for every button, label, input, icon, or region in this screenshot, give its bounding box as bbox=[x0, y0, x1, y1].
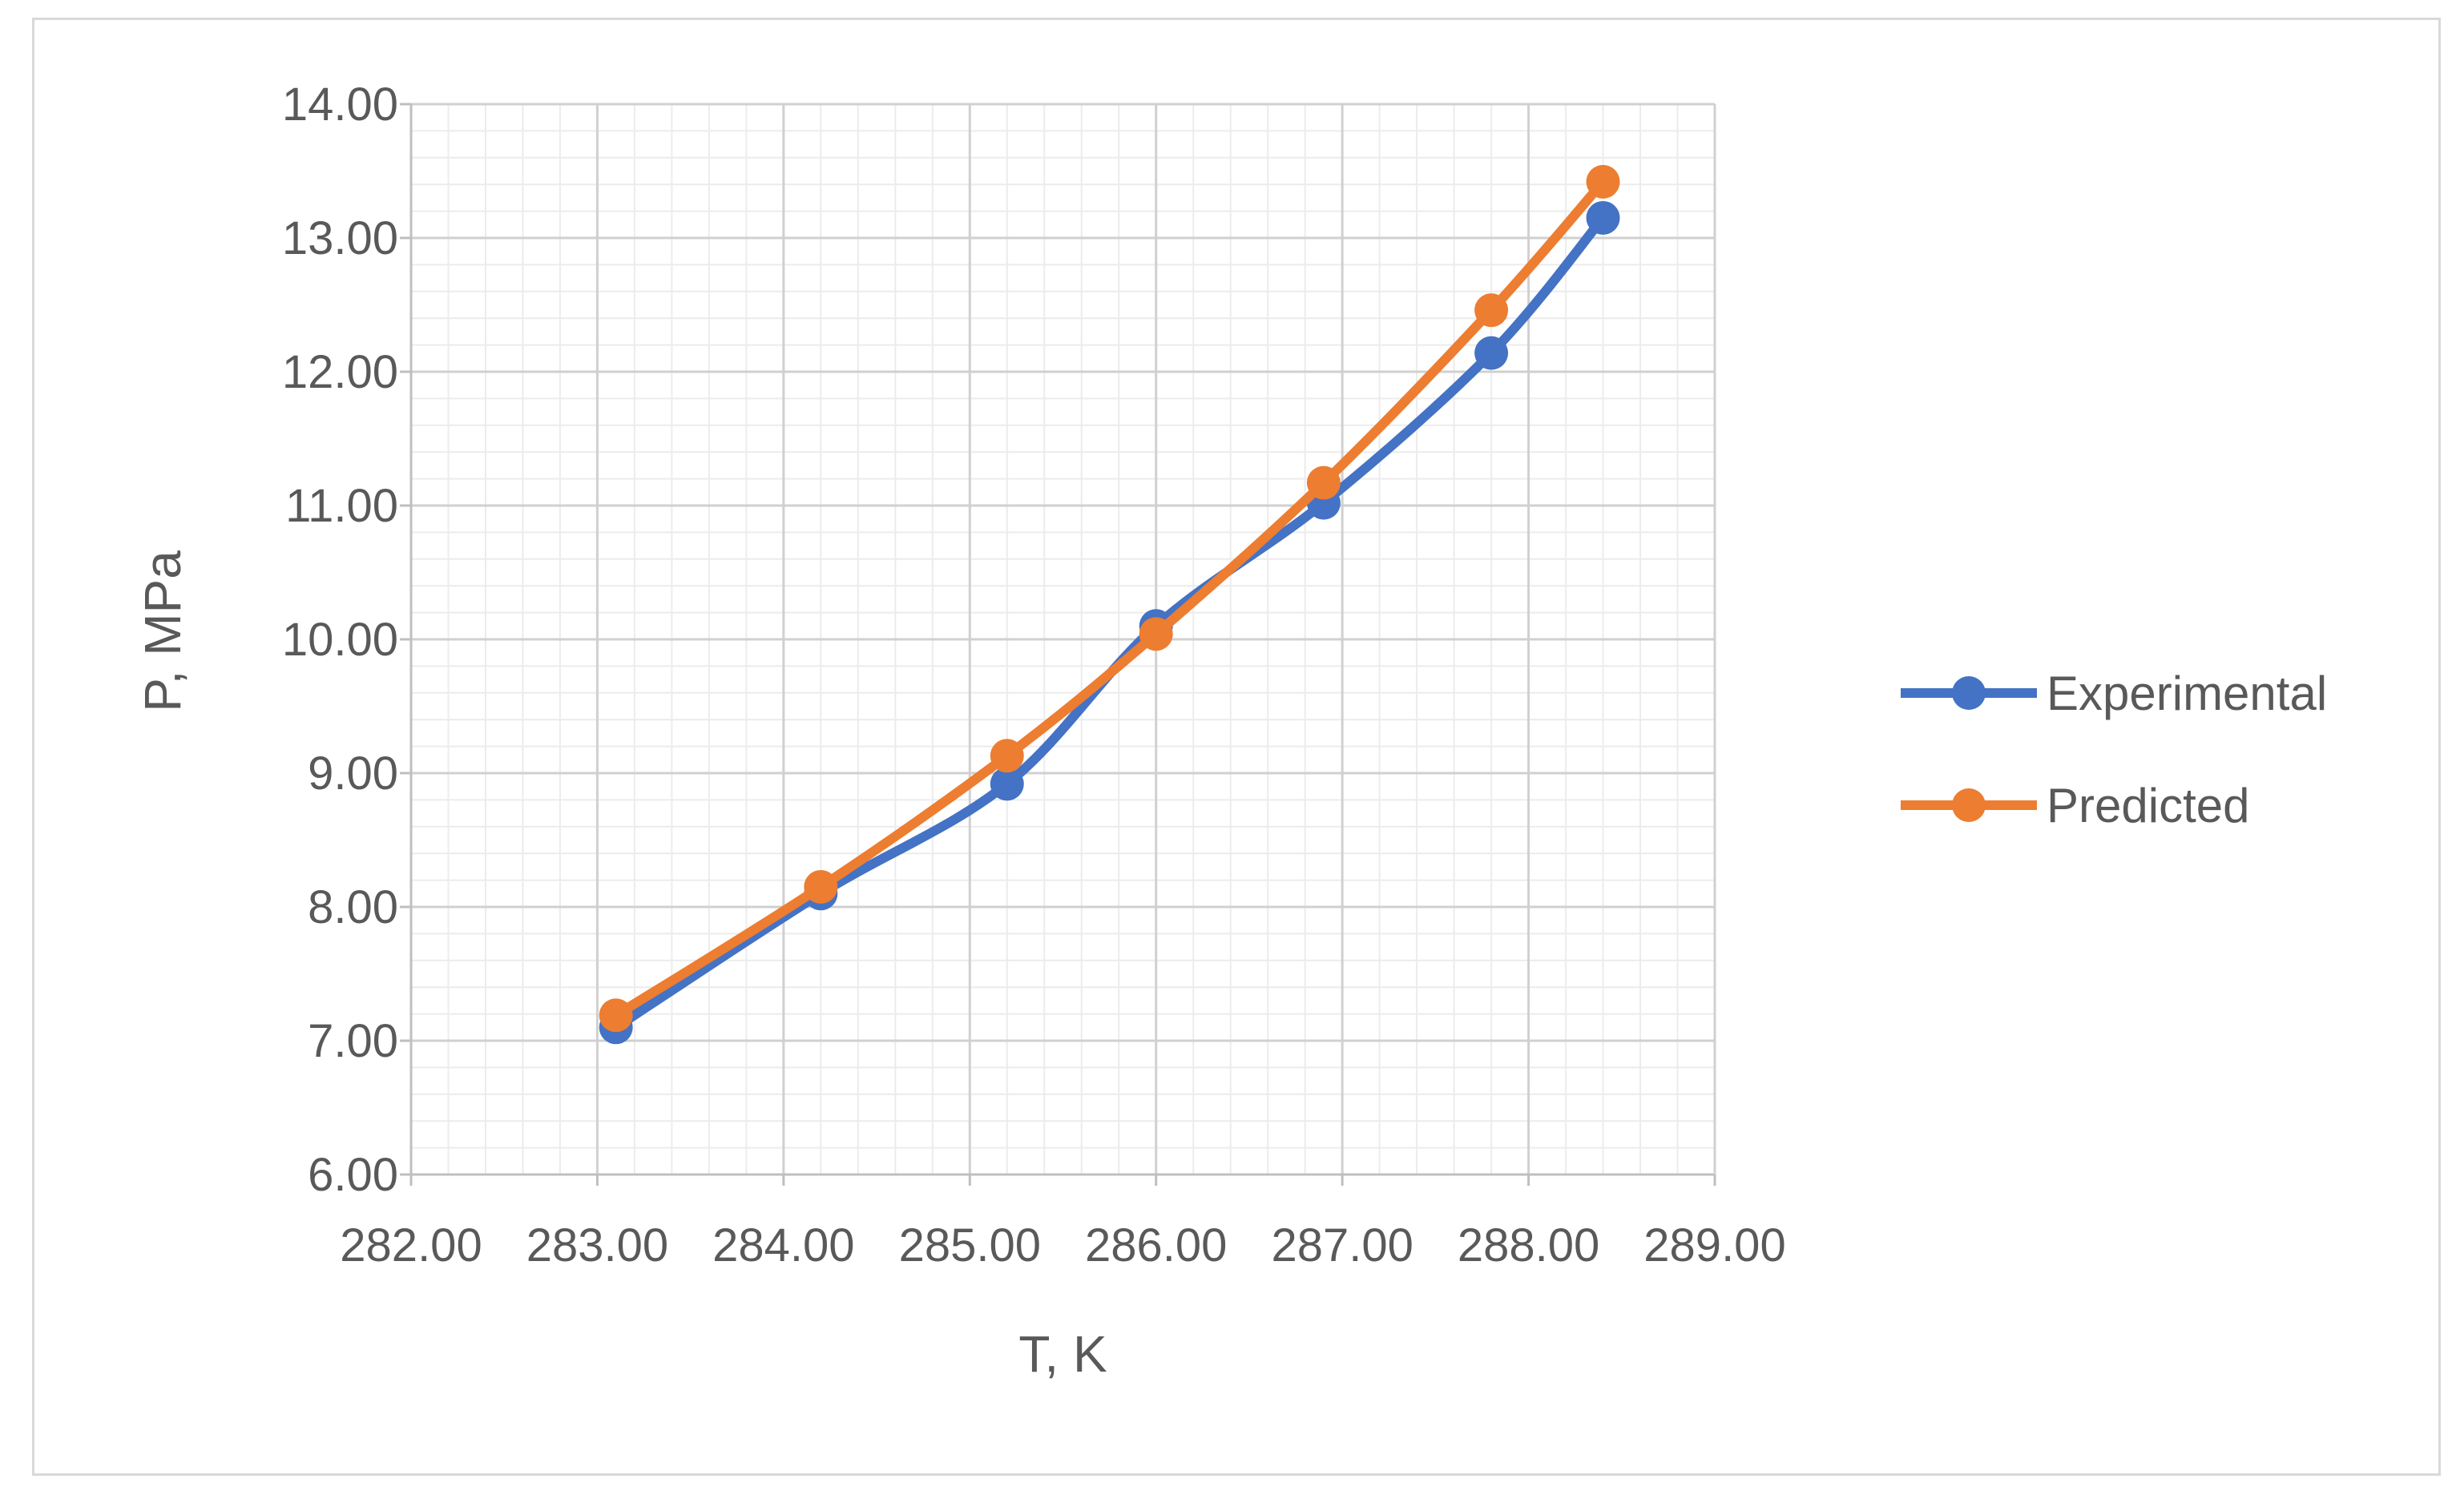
legend-item-predicted: Predicted bbox=[1901, 779, 2249, 832]
data-point-predicted bbox=[1474, 293, 1509, 328]
y-tick-label: 7.00 bbox=[308, 1015, 398, 1067]
axes bbox=[409, 104, 1716, 1176]
legend-swatch-marker-predicted bbox=[1952, 788, 1986, 822]
major-gridlines bbox=[400, 103, 1716, 1186]
data-point-experimental bbox=[1586, 200, 1620, 235]
data-point-predicted bbox=[990, 739, 1024, 773]
data-point-predicted bbox=[1306, 465, 1341, 500]
series-layer bbox=[599, 164, 1620, 1045]
x-tick-label: 286.00 bbox=[1085, 1219, 1227, 1271]
x-tick-labels: 282.00 283.00 284.00 285.00 286.00 287.00 288.… bbox=[340, 1219, 1785, 1271]
y-tick-label: 13.00 bbox=[282, 212, 398, 264]
data-point-experimental bbox=[990, 767, 1024, 801]
y-tick-labels: 6.00 7.00 8.00 9.00 10.00 11.00 12.00 13.00 14.0… bbox=[282, 79, 398, 1201]
y-tick-label: 9.00 bbox=[308, 747, 398, 800]
y-axis-title: P, MPa bbox=[134, 550, 192, 712]
x-tick-label: 283.00 bbox=[526, 1219, 668, 1271]
legend-label-predicted: Predicted bbox=[2047, 779, 2249, 832]
data-point-predicted bbox=[1139, 617, 1173, 651]
legend-swatch-marker-experimental bbox=[1952, 676, 1986, 710]
x-tick-label: 289.00 bbox=[1643, 1219, 1785, 1271]
y-tick-label: 10.00 bbox=[282, 614, 398, 666]
legend: Experimental Predicted bbox=[1901, 667, 2327, 832]
x-tick-label: 284.00 bbox=[712, 1219, 854, 1271]
legend-label-experimental: Experimental bbox=[2047, 667, 2327, 720]
series-predicted bbox=[599, 164, 1620, 1033]
y-tick-label: 11.00 bbox=[285, 480, 398, 532]
y-tick-label: 8.00 bbox=[308, 881, 398, 933]
data-point-experimental bbox=[1474, 336, 1509, 370]
y-tick-label: 14.00 bbox=[282, 79, 398, 131]
y-tick-label: 12.00 bbox=[282, 346, 398, 398]
data-point-predicted bbox=[599, 998, 633, 1033]
y-tick-label: 6.00 bbox=[308, 1149, 398, 1201]
x-tick-label: 285.00 bbox=[899, 1219, 1041, 1271]
legend-item-experimental: Experimental bbox=[1901, 667, 2327, 720]
data-point-predicted bbox=[1586, 164, 1620, 199]
series-experimental bbox=[599, 200, 1620, 1045]
x-axis-title: T, K bbox=[1018, 1325, 1107, 1383]
series-line-predicted bbox=[611, 176, 1608, 1021]
x-tick-label: 282.00 bbox=[340, 1219, 482, 1271]
data-point-predicted bbox=[804, 869, 838, 904]
x-tick-label: 288.00 bbox=[1458, 1219, 1599, 1271]
x-tick-label: 287.00 bbox=[1271, 1219, 1413, 1271]
